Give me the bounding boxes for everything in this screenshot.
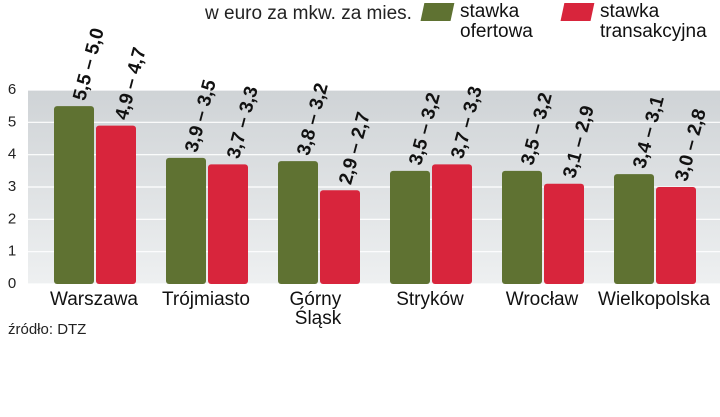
bar	[54, 106, 94, 285]
y-tick-label: 2	[8, 210, 16, 227]
y-tick-label: 4	[8, 146, 16, 163]
y-tick-label: 1	[8, 243, 16, 260]
bar	[502, 170, 542, 284]
y-tick-label: 5	[8, 113, 16, 130]
x-tick-label: Wrocław	[506, 289, 579, 310]
x-tick-label: Wielkopolska	[598, 289, 710, 310]
y-tick-label: 6	[8, 81, 16, 98]
legend-label: stawka transakcyjna	[600, 1, 707, 42]
source: źródło: DTZ	[8, 321, 86, 338]
bar	[208, 164, 248, 284]
bar	[96, 125, 136, 284]
chart-subtitle: w euro za mkw. za mies.	[204, 3, 412, 24]
bar	[432, 164, 472, 284]
x-tick-label: Górny Śląsk	[289, 289, 346, 329]
bar	[544, 183, 584, 284]
bar	[320, 190, 360, 284]
bar	[390, 170, 430, 284]
x-tick-label: Trójmiasto	[162, 289, 250, 310]
y-tick-label: 3	[8, 178, 16, 195]
bar	[166, 157, 206, 284]
legend-label: stawka ofertowa	[460, 1, 533, 42]
bar	[614, 174, 654, 284]
bar	[656, 187, 696, 284]
legend-swatch	[420, 3, 455, 21]
x-tick-label: Stryków	[396, 289, 464, 310]
legend-swatch	[560, 3, 595, 21]
x-tick-label: Warszawa	[50, 289, 138, 310]
bar	[278, 161, 318, 284]
y-tick-label: 0	[8, 275, 16, 292]
